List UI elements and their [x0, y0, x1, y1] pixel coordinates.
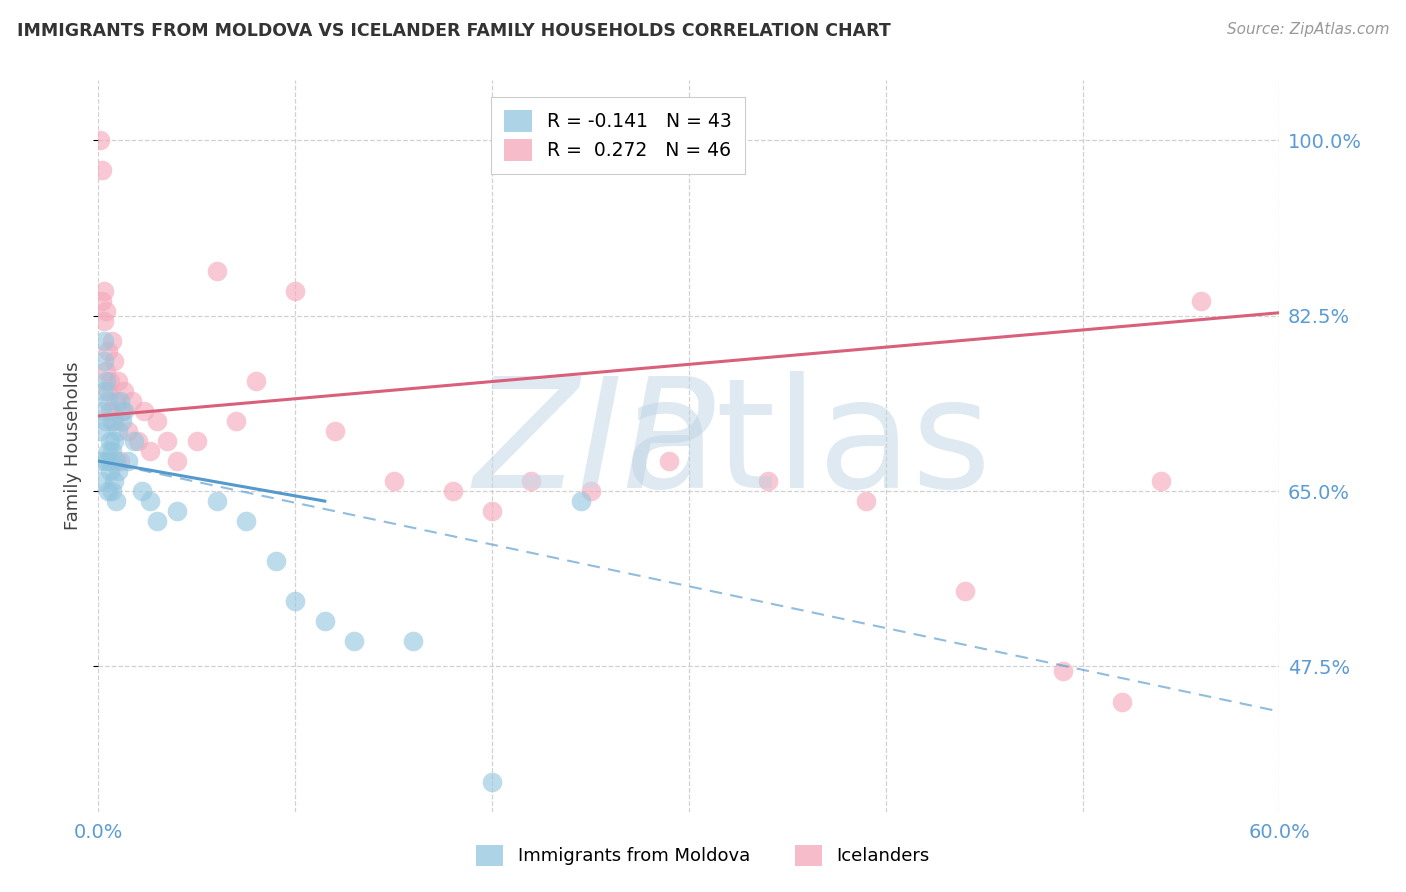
Point — [111, 414, 134, 428]
Point — [89, 454, 111, 468]
Point — [91, 293, 114, 308]
Point — [205, 263, 228, 277]
Point — [520, 474, 543, 488]
Point — [323, 424, 346, 438]
Point — [264, 554, 287, 568]
Point — [97, 384, 120, 398]
Point — [343, 634, 366, 648]
Legend: R = -0.141   N = 43, R =  0.272   N = 46: R = -0.141 N = 43, R = 0.272 N = 46 — [491, 97, 745, 174]
Point — [1052, 665, 1074, 679]
Text: ZIP: ZIP — [474, 371, 716, 521]
Point — [103, 434, 125, 448]
Point — [98, 374, 121, 388]
Point — [105, 494, 128, 508]
Text: IMMIGRANTS FROM MOLDOVA VS ICELANDER FAMILY HOUSEHOLDS CORRELATION CHART: IMMIGRANTS FROM MOLDOVA VS ICELANDER FAM… — [17, 22, 890, 40]
Point — [146, 414, 169, 428]
Point — [98, 434, 121, 448]
Point — [112, 404, 135, 418]
Point — [105, 393, 128, 408]
Point — [97, 393, 120, 408]
Point — [156, 434, 179, 448]
Point — [93, 284, 115, 298]
Point — [98, 464, 121, 478]
Point — [89, 133, 111, 147]
Point — [225, 414, 247, 428]
Point — [658, 454, 681, 468]
Point — [146, 514, 169, 528]
Point — [98, 404, 121, 418]
Point — [96, 454, 118, 468]
Point — [101, 334, 124, 348]
Point — [93, 334, 115, 348]
Point — [121, 393, 143, 408]
Point — [441, 484, 464, 499]
Point — [245, 374, 267, 388]
Point — [1111, 694, 1133, 708]
Point — [481, 504, 503, 518]
Point — [855, 494, 877, 508]
Point — [235, 514, 257, 528]
Point — [953, 584, 976, 599]
Point — [103, 354, 125, 368]
Point — [138, 444, 160, 458]
Point — [569, 494, 592, 508]
Point — [402, 634, 425, 648]
Point — [103, 474, 125, 488]
Point — [91, 404, 114, 418]
Point — [1150, 474, 1173, 488]
Point — [108, 393, 131, 408]
Point — [111, 404, 134, 418]
Point — [481, 774, 503, 789]
Point — [97, 484, 120, 499]
Y-axis label: Family Households: Family Households — [65, 362, 83, 530]
Point — [96, 414, 118, 428]
Point — [117, 424, 139, 438]
Point — [132, 404, 155, 418]
Point — [284, 594, 307, 608]
Point — [382, 474, 405, 488]
Point — [101, 414, 124, 428]
Point — [107, 464, 129, 478]
Point — [127, 434, 149, 448]
Point — [96, 374, 118, 388]
Point — [205, 494, 228, 508]
Point — [98, 454, 121, 468]
Text: atlas: atlas — [623, 371, 991, 521]
Point — [117, 454, 139, 468]
Point — [284, 284, 307, 298]
Point — [131, 484, 153, 499]
Point — [103, 414, 125, 428]
Point — [122, 434, 145, 448]
Point — [96, 303, 118, 318]
Point — [186, 434, 208, 448]
Point — [579, 484, 602, 499]
Point — [93, 384, 115, 398]
Point — [108, 454, 131, 468]
Point — [91, 163, 114, 178]
Point — [166, 504, 188, 518]
Point — [101, 444, 124, 458]
Point — [89, 424, 111, 438]
Point — [97, 444, 120, 458]
Legend: Immigrants from Moldova, Icelanders: Immigrants from Moldova, Icelanders — [464, 832, 942, 879]
Point — [756, 474, 779, 488]
Point — [97, 343, 120, 358]
Point — [96, 364, 118, 378]
Text: Source: ZipAtlas.com: Source: ZipAtlas.com — [1226, 22, 1389, 37]
Point — [93, 354, 115, 368]
Point — [138, 494, 160, 508]
Point — [101, 484, 124, 499]
Point — [105, 454, 128, 468]
Point — [107, 374, 129, 388]
Point — [1189, 293, 1212, 308]
Point — [93, 314, 115, 328]
Point — [91, 474, 114, 488]
Point — [107, 424, 129, 438]
Point — [314, 615, 336, 629]
Point — [166, 454, 188, 468]
Point — [112, 384, 135, 398]
